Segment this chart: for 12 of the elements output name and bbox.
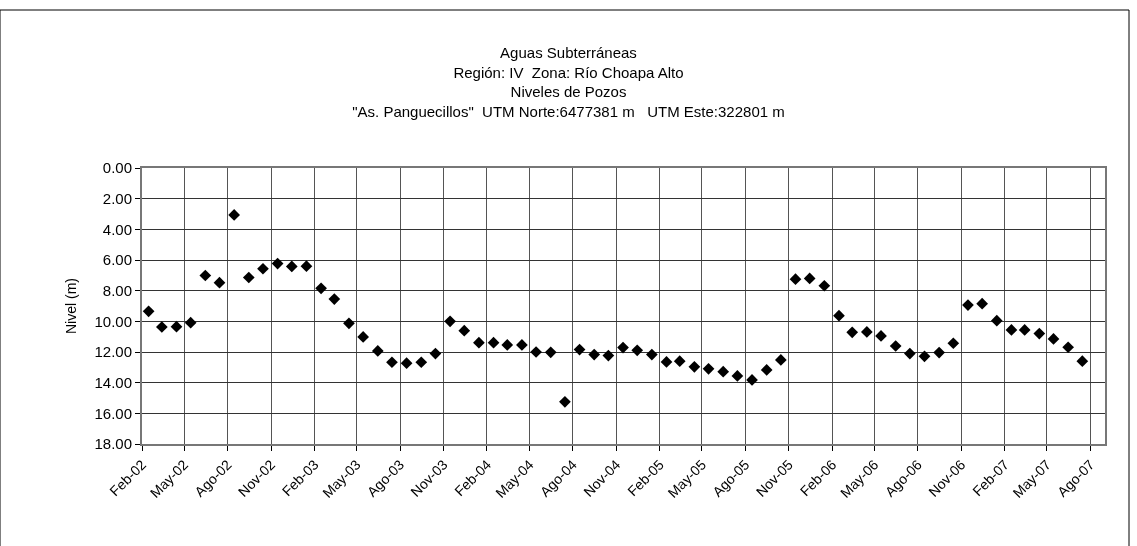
y-tick-label: 16.00 [94,404,132,422]
y-tick-label: 0.00 [102,159,132,177]
y-tick-label: 6.00 [102,251,132,269]
chart-title: Aguas Subterráneas Región: IV Zona: Río Choapa Alto Niveles de Pozos "As. Panguecillos" UTM Norte:6477381 m UTM Este:322801 m [352,44,785,120]
y-tick-label: 14.00 [94,373,132,391]
y-tick-label: 2.00 [102,189,132,207]
y-tick-label: 10.00 [94,312,132,330]
y-axis-title: Nivel (m) [62,278,79,334]
y-tick-label: 4.00 [102,220,132,238]
y-tick-label: 12.00 [94,343,132,361]
y-tick-label: 8.00 [102,281,132,299]
y-tick-label: 18.00 [94,435,132,453]
